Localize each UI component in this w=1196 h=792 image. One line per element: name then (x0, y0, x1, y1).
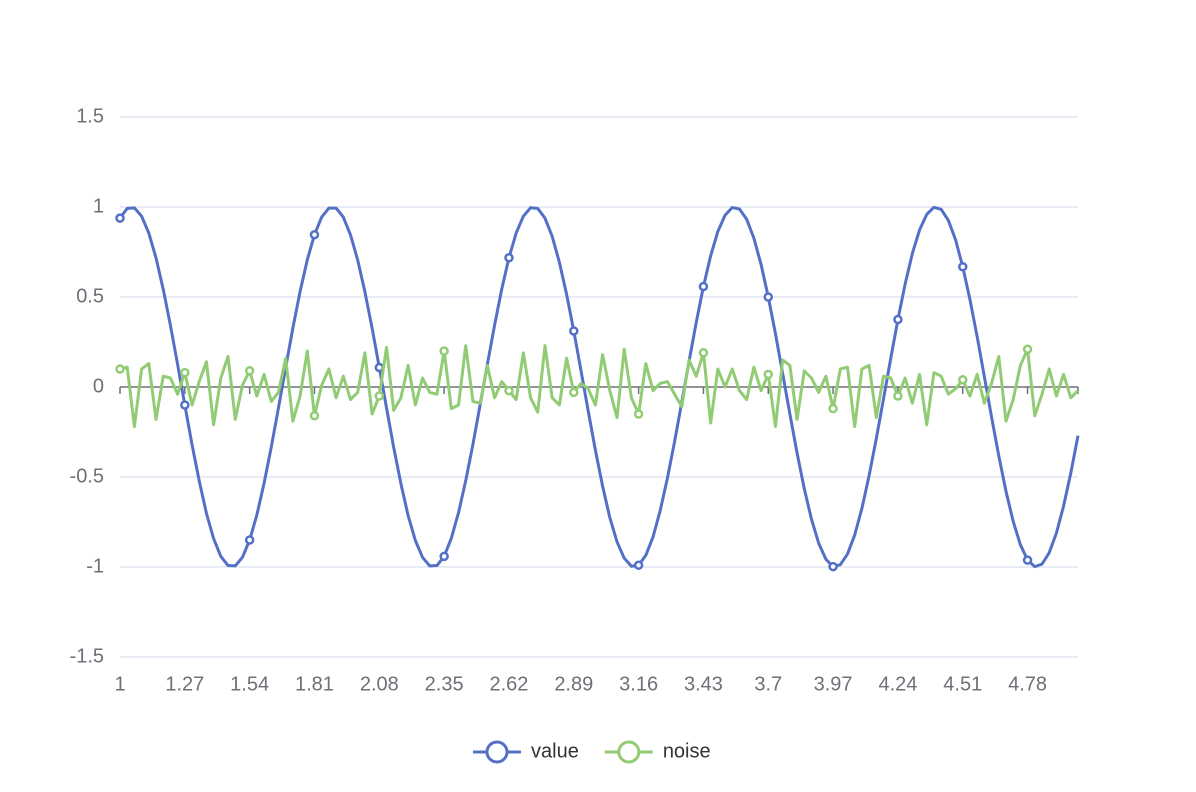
x-tick-label: 2.62 (489, 673, 528, 695)
x-tick-label: 2.35 (425, 673, 464, 695)
point (309, 411, 320, 421)
point (569, 387, 579, 398)
legend-icon (485, 740, 509, 764)
point (698, 348, 709, 358)
axis-layer: -1.5 -1 -0.5 0 0.5 1 1.5 1 1.27 1.54 1.81 2.08 2.35 2… (70, 105, 1079, 695)
x-tick-label: 1.81 (295, 673, 334, 695)
point (504, 253, 514, 263)
point (1022, 344, 1033, 354)
point (828, 403, 838, 414)
point (958, 262, 968, 272)
point (309, 229, 320, 240)
legend: value noise (473, 740, 711, 764)
x-tick-label: 3.43 (684, 673, 723, 695)
point (893, 391, 903, 401)
y-tick-label: 0.5 (76, 285, 104, 307)
y-tick-label: 1 (93, 195, 104, 217)
x-tick-label: 2.08 (360, 673, 399, 695)
x-tick-label: 1 (114, 673, 125, 695)
point (763, 292, 774, 302)
point (893, 314, 903, 325)
y-tick-label: -1 (86, 555, 104, 577)
x-tick-label: 4.78 (1008, 673, 1047, 695)
point (569, 326, 579, 336)
point (763, 369, 774, 380)
x-tick-label: 3.16 (619, 673, 658, 695)
point (504, 385, 514, 396)
y-tick-label: -0.5 (70, 465, 104, 487)
point (1022, 555, 1033, 565)
point (244, 535, 255, 545)
legend-label: noise (663, 740, 711, 762)
series-line (118, 205, 1080, 569)
grid-layer (120, 116, 1078, 658)
point (698, 281, 709, 292)
x-tick-label: 4.24 (878, 673, 917, 695)
point (633, 560, 644, 570)
y-tick-label: -1.5 (70, 645, 104, 667)
legend-label: value (531, 740, 579, 762)
point (180, 367, 190, 378)
series-layer (115, 205, 1080, 572)
x-tick-label: 3.7 (754, 673, 782, 695)
y-tick-label: 0 (93, 375, 104, 397)
point (180, 400, 190, 410)
point (115, 213, 125, 223)
point (828, 561, 838, 572)
x-tick-label: 1.27 (165, 673, 204, 695)
point (374, 391, 385, 401)
point (439, 346, 449, 356)
series-line (119, 344, 1080, 429)
x-tick-label: 1.54 (230, 673, 269, 695)
point (958, 375, 968, 385)
x-tick-label: 3.97 (814, 673, 853, 695)
point (244, 366, 255, 376)
x-tick-label: 2.89 (554, 673, 593, 695)
point (115, 364, 125, 374)
y-tick-label: 1.5 (76, 105, 104, 127)
x-tick-label: 4.51 (943, 673, 982, 695)
legend-icon (617, 740, 641, 764)
point (439, 551, 449, 562)
point (633, 409, 644, 419)
